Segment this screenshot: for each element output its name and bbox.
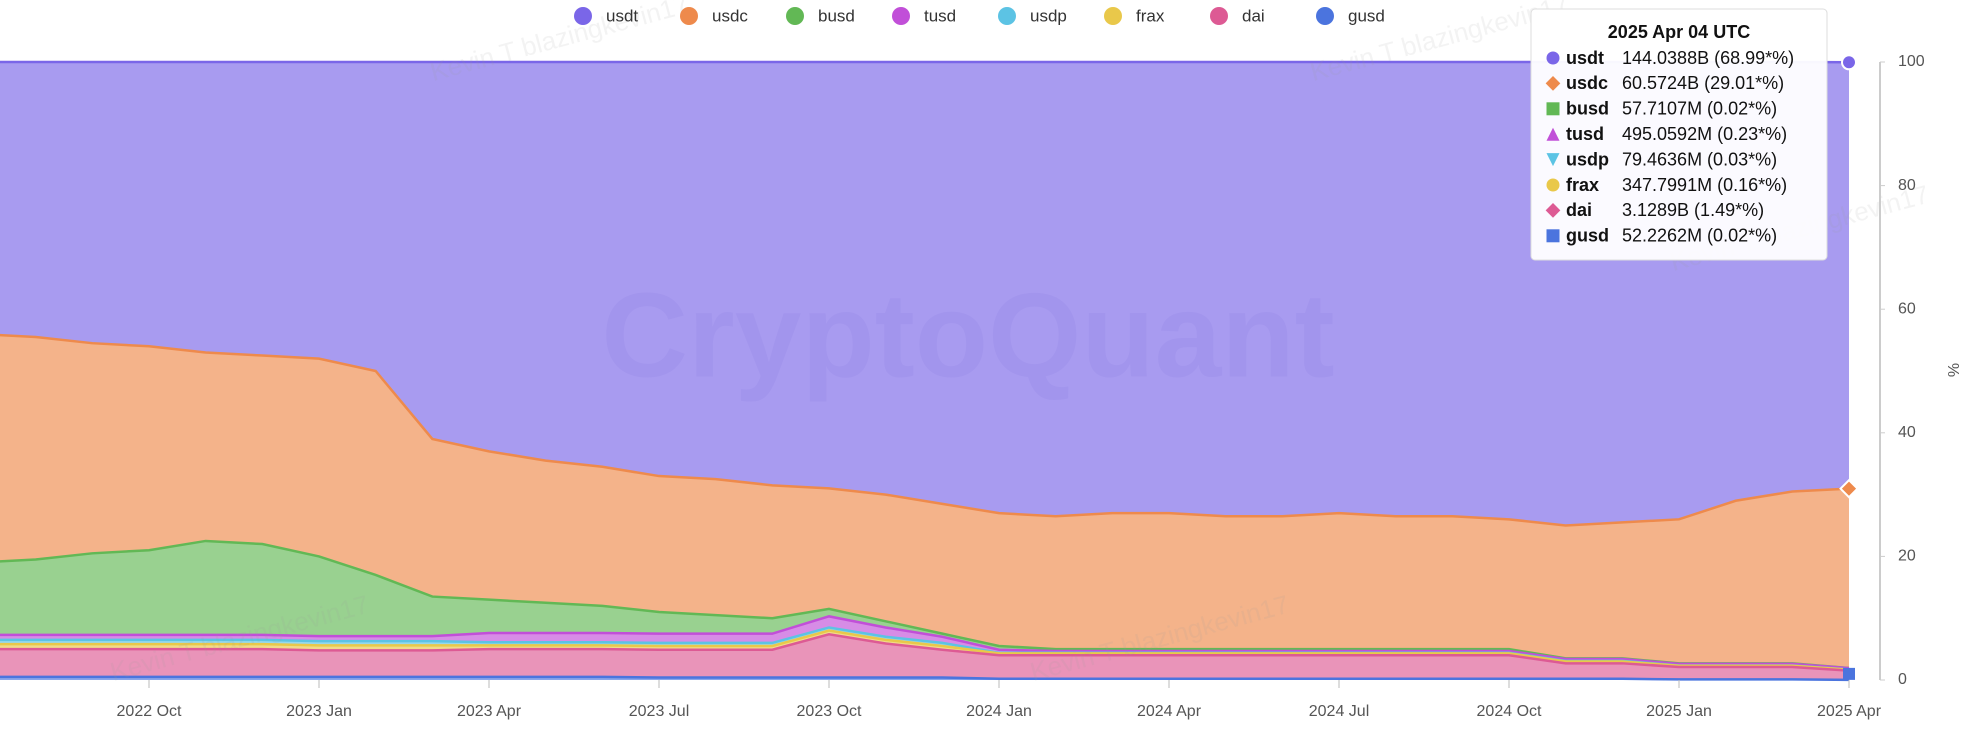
area [0, 540, 1849, 669]
legend-label: usdp [1030, 6, 1067, 25]
x-tick-label: 2023 Apr [457, 703, 522, 720]
end-marker [1843, 667, 1855, 680]
x-tick-label: 2023 Jan [286, 703, 352, 720]
tooltip-name: dai [1566, 200, 1592, 220]
tooltip-box [1530, 8, 1828, 261]
tooltip-marker [1546, 51, 1560, 65]
tooltip-name: frax [1566, 175, 1599, 195]
tooltip-title: 2025 Apr 04 UTC [1608, 22, 1750, 42]
legend-label: busd [818, 6, 855, 25]
x-tick-label: 2025 Jan [1646, 703, 1712, 720]
watermark: CryptoQuant [601, 269, 1334, 403]
tooltip-value: 57.7107M (0.02*%) [1622, 99, 1777, 119]
x-tick-label: 2025 Apr [1817, 703, 1882, 720]
y-tick-label: 20 [1898, 548, 1916, 565]
legend-label: usdt [606, 6, 638, 25]
tooltip-value: 52.2262M (0.02*%) [1622, 226, 1777, 246]
tooltip-value: 347.7991M (0.16*%) [1622, 175, 1787, 195]
end-marker [1839, 478, 1859, 499]
legend-label: usdc [712, 6, 748, 25]
area-line [0, 632, 1850, 672]
area-line [0, 615, 1850, 670]
x-tick-label: 2023 Jul [629, 703, 690, 720]
area [0, 62, 1849, 526]
legend-label: frax [1136, 6, 1165, 25]
y-tick-label: 60 [1898, 300, 1916, 317]
tooltip-marker [1546, 229, 1560, 243]
legend-marker [1104, 7, 1122, 25]
area-line [0, 333, 1850, 527]
y-tick-label: 80 [1898, 177, 1916, 194]
end-marker [1841, 54, 1857, 71]
tooltip-value: 144.0388B (68.99*%) [1622, 48, 1794, 68]
tooltip-name: busd [1566, 99, 1609, 119]
tooltip-name: usdc [1566, 73, 1608, 93]
tooltip-value: 60.5724B (29.01*%) [1622, 73, 1784, 93]
y-tick-label: 100 [1898, 53, 1925, 70]
area [0, 634, 1849, 680]
tooltip-name: gusd [1566, 226, 1609, 246]
tooltip-value: 79.4636M (0.03*%) [1622, 149, 1777, 169]
legend-marker [892, 7, 910, 25]
x-tick-label: 2022 Oct [117, 703, 182, 720]
legend-label: gusd [1348, 6, 1385, 25]
tooltip-value: 3.1289B (1.49*%) [1622, 200, 1764, 220]
legend-label: dai [1242, 6, 1265, 25]
y-axis-label: % [1946, 363, 1963, 377]
legend-marker [680, 7, 698, 25]
x-tick-label: 2024 Apr [1137, 703, 1202, 720]
area-line [0, 675, 1850, 682]
tooltip-name: tusd [1566, 124, 1604, 144]
tooltip-value: 495.0592M (0.23*%) [1622, 124, 1787, 144]
tooltip-marker [1546, 127, 1560, 141]
area-line [0, 629, 1850, 671]
tooltip-marker [1546, 102, 1560, 116]
x-tick-label: 2023 Oct [797, 703, 862, 720]
x-tick-label: 2024 Oct [1477, 703, 1542, 720]
y-tick-label: 40 [1898, 424, 1916, 441]
plot-area [0, 60, 1850, 682]
tooltip-name: usdt [1566, 48, 1604, 68]
legend-marker [574, 7, 592, 25]
legend-label: tusd [924, 6, 956, 25]
legend-marker [998, 7, 1016, 25]
legend-marker [1210, 7, 1228, 25]
tooltip-marker [1546, 178, 1560, 192]
axes: 0 20 40 60 80 100 2022 Oct 2023 Jan 2023 Apr 2023… [117, 53, 1925, 720]
legend-marker [1316, 7, 1334, 25]
y-tick-label: 0 [1898, 671, 1907, 688]
legend-marker [786, 7, 804, 25]
tooltip-marker [1546, 153, 1560, 167]
x-tick-label: 2024 Jan [966, 703, 1032, 720]
tooltip: 2025 Apr 04 UTC usdt 144.0388B (68.99*%) u… [1530, 8, 1828, 261]
x-tick-label: 2024 Jul [1309, 703, 1370, 720]
tooltip-name: usdp [1566, 149, 1609, 169]
legend: usdt usdc busd tusd usdp frax dai gusd [574, 6, 1385, 25]
